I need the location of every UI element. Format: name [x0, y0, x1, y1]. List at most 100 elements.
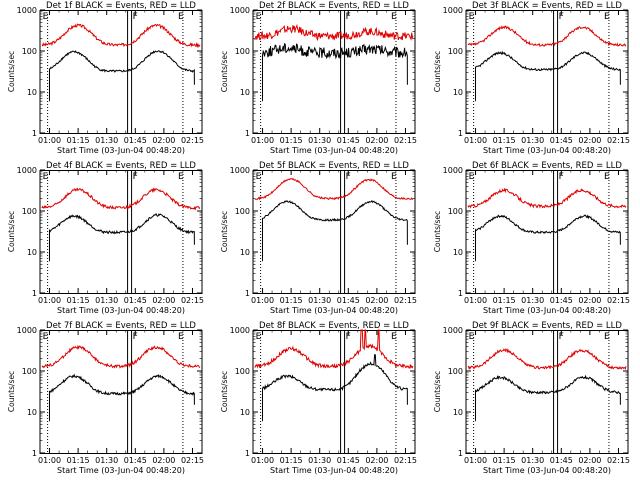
f-marker-label: F — [346, 332, 351, 342]
e-marker-label: E — [391, 332, 397, 342]
x-tick-label: 02:15 — [607, 456, 630, 465]
panel-title: Det 7f BLACK = Events, RED = LLD — [46, 321, 196, 331]
series-lld-line — [254, 177, 414, 201]
x-axis-label: Start Time (03-Jun-04 00:48:20) — [57, 306, 185, 315]
x-tick-label: 02:00 — [365, 296, 388, 305]
panel-title: Det 8f BLACK = Events, RED = LLD — [259, 321, 409, 331]
e-marker-label: E — [604, 12, 610, 22]
y-tick-label: 10 — [240, 248, 250, 257]
plot-frame — [39, 170, 203, 294]
series-lld-line — [467, 25, 627, 47]
x-tick-label: 01:45 — [337, 456, 360, 465]
e-marker-label: E — [469, 172, 475, 182]
y-tick-label: 100 — [22, 207, 37, 216]
e-marker-label: E — [604, 332, 610, 342]
plot-frame — [252, 330, 416, 454]
y-tick-label: 10 — [453, 88, 463, 97]
x-tick-label: 02:00 — [578, 456, 601, 465]
y-axis-label: Counts/sec — [220, 211, 229, 252]
y-tick-label: 100 — [235, 367, 250, 376]
y-tick-label: 10 — [240, 408, 250, 417]
x-tick-label: 01:00 — [38, 136, 61, 145]
f-marker-label: F — [559, 332, 564, 342]
x-axis-label: Start Time (03-Jun-04 00:48:20) — [57, 466, 185, 475]
x-axis-label: Start Time (03-Jun-04 00:48:20) — [483, 146, 611, 155]
x-tick-label: 01:45 — [550, 296, 573, 305]
x-tick-label: 01:30 — [95, 136, 118, 145]
x-tick-label: 02:15 — [394, 456, 417, 465]
x-tick-label: 01:00 — [251, 456, 274, 465]
y-tick-label: 10 — [453, 248, 463, 257]
x-tick-label: 01:45 — [337, 296, 360, 305]
f-marker-band — [340, 10, 346, 134]
series-lld-line — [467, 187, 627, 209]
series-lld-line — [254, 23, 414, 42]
y-tick-label: 10 — [240, 88, 250, 97]
y-tick-label: 1000 — [230, 166, 250, 175]
y-tick-label: 10 — [453, 408, 463, 417]
x-tick-label: 01:30 — [308, 136, 331, 145]
f-marker-band — [340, 170, 346, 294]
e-marker-label: E — [178, 12, 184, 22]
y-tick-label: 100 — [235, 207, 250, 216]
e-marker-label: E — [256, 172, 262, 182]
f-marker-label: F — [559, 12, 564, 22]
panel-title: Det 3f BLACK = Events, RED = LLD — [472, 1, 622, 11]
x-tick-label: 01:15 — [67, 136, 90, 145]
e-marker-label: E — [604, 172, 610, 182]
x-tick-label: 01:45 — [550, 136, 573, 145]
f-marker-band — [127, 10, 133, 134]
y-axis-label: Counts/sec — [7, 51, 16, 92]
series-events-line — [262, 354, 408, 422]
e-marker-label: E — [256, 332, 262, 342]
series-lld-line — [41, 187, 201, 211]
x-tick-label: 01:00 — [38, 456, 61, 465]
e-marker-label: E — [43, 172, 49, 182]
panel-title: Det 9f BLACK = Events, RED = LLD — [472, 321, 622, 331]
plot-frame — [465, 10, 629, 134]
x-tick-label: 01:15 — [493, 456, 516, 465]
series-events-line — [49, 213, 195, 262]
y-axis-label: Counts/sec — [433, 211, 442, 252]
e-marker-label: E — [391, 172, 397, 182]
x-tick-label: 02:00 — [152, 456, 175, 465]
y-tick-label: 1000 — [17, 326, 37, 335]
x-tick-label: 02:00 — [152, 296, 175, 305]
x-tick-label: 01:45 — [124, 456, 147, 465]
panel-det-9: Det 9f BLACK = Events, RED = LLD 1 10 100 10… — [433, 321, 630, 475]
y-tick-label: 1 — [245, 129, 250, 138]
f-marker-band — [340, 330, 346, 454]
series-events-line — [49, 50, 195, 102]
plot-frame — [39, 10, 203, 134]
panel-det-5: Det 5f BLACK = Events, RED = LLD 1 10 100 10… — [220, 161, 417, 315]
series-lld-line — [41, 344, 201, 369]
x-tick-label: 02:15 — [607, 296, 630, 305]
panel-det-4: Det 4f BLACK = Events, RED = LLD 1 10 100 10… — [7, 161, 204, 315]
x-tick-label: 02:00 — [365, 136, 388, 145]
x-tick-label: 01:45 — [124, 136, 147, 145]
x-tick-label: 02:15 — [181, 456, 204, 465]
series-events-line — [49, 373, 195, 422]
y-tick-label: 100 — [448, 47, 463, 56]
f-marker-band — [553, 10, 559, 134]
x-tick-label: 02:00 — [578, 136, 601, 145]
panel-title: Det 5f BLACK = Events, RED = LLD — [259, 161, 409, 171]
x-tick-label: 01:30 — [308, 296, 331, 305]
e-marker-label: E — [43, 12, 49, 22]
y-tick-label: 1000 — [17, 6, 37, 15]
x-tick-label: 02:00 — [365, 456, 388, 465]
plot-frame — [465, 330, 629, 454]
y-tick-label: 1 — [245, 449, 250, 458]
x-tick-label: 01:45 — [337, 136, 360, 145]
x-axis-label: Start Time (03-Jun-04 00:48:20) — [270, 146, 398, 155]
series-lld-line — [41, 23, 201, 49]
series-events-line — [262, 199, 408, 262]
series-lld-line — [254, 329, 414, 369]
x-tick-label: 01:00 — [251, 136, 274, 145]
panel-det-8: Det 8f BLACK = Events, RED = LLD 1 10 100 10… — [220, 321, 417, 475]
y-tick-label: 1000 — [443, 166, 463, 175]
x-tick-label: 02:15 — [394, 136, 417, 145]
y-tick-label: 1 — [32, 129, 37, 138]
panel-det-3: Det 3f BLACK = Events, RED = LLD 1 10 100 10… — [433, 1, 630, 155]
